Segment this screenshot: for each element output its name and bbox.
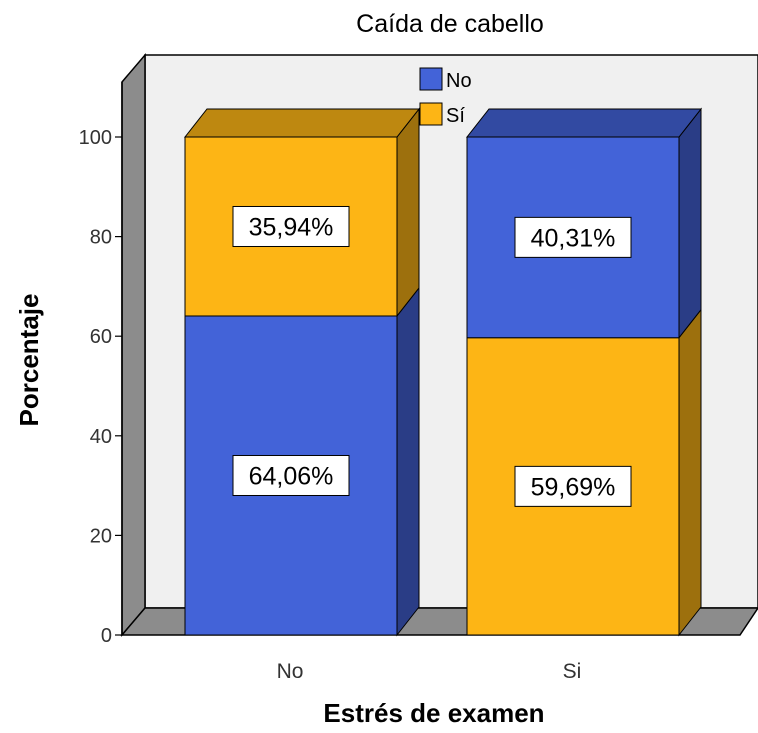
y-axis-title: Porcentaje xyxy=(14,294,44,427)
chart-left-wall xyxy=(121,52,146,638)
bar-si-seg-2-label-box xyxy=(514,216,632,258)
x-tick-label-no: No xyxy=(277,660,304,683)
bar-si-seg-2-top xyxy=(465,108,703,138)
bar-no-seg-1-label-box xyxy=(232,454,350,496)
bar-no-seg-2-data-label: 35,94% xyxy=(249,213,334,241)
y-tick-label: 80 xyxy=(90,227,112,249)
bar-no-seg-2-top xyxy=(183,108,421,138)
y-tick-label: 100 xyxy=(79,127,112,149)
bar-si-seg-2-side xyxy=(678,107,702,340)
bar-no-seg-2-label-box xyxy=(232,205,350,247)
legend-swatch-no xyxy=(419,67,443,91)
y-tick-label: 20 xyxy=(90,525,112,547)
bar-si-seg-1-label-box xyxy=(514,465,632,507)
chart-title: Caída de cabello xyxy=(356,10,544,38)
bar-no-seg-1-data-label: 64,06% xyxy=(249,462,334,490)
y-axis-ticks: 0 20 40 60 80 100 xyxy=(79,127,122,647)
bars: 64,06% 35,94% 59,69% 40,31% xyxy=(183,107,703,637)
y-tick-label: 40 xyxy=(90,426,112,448)
bar-si-seg-1-data-label: 59,69% xyxy=(531,473,616,501)
x-axis-title: Estrés de examen xyxy=(323,698,544,728)
x-tick-label-si: Si xyxy=(563,660,582,683)
legend-label-no: No xyxy=(446,70,472,92)
y-tick-label: 0 xyxy=(101,625,112,647)
y-tick-label: 60 xyxy=(90,326,112,348)
bar-no-seg-2-side xyxy=(396,107,420,318)
legend-swatch-si xyxy=(419,102,443,126)
bar-si-seg-1-side xyxy=(678,308,702,637)
legend-label-si: Sí xyxy=(446,105,465,127)
legend: No Sí xyxy=(419,67,472,127)
bar-no-seg-1-side xyxy=(396,286,420,637)
bar-si-seg-2-data-label: 40,31% xyxy=(531,224,616,252)
